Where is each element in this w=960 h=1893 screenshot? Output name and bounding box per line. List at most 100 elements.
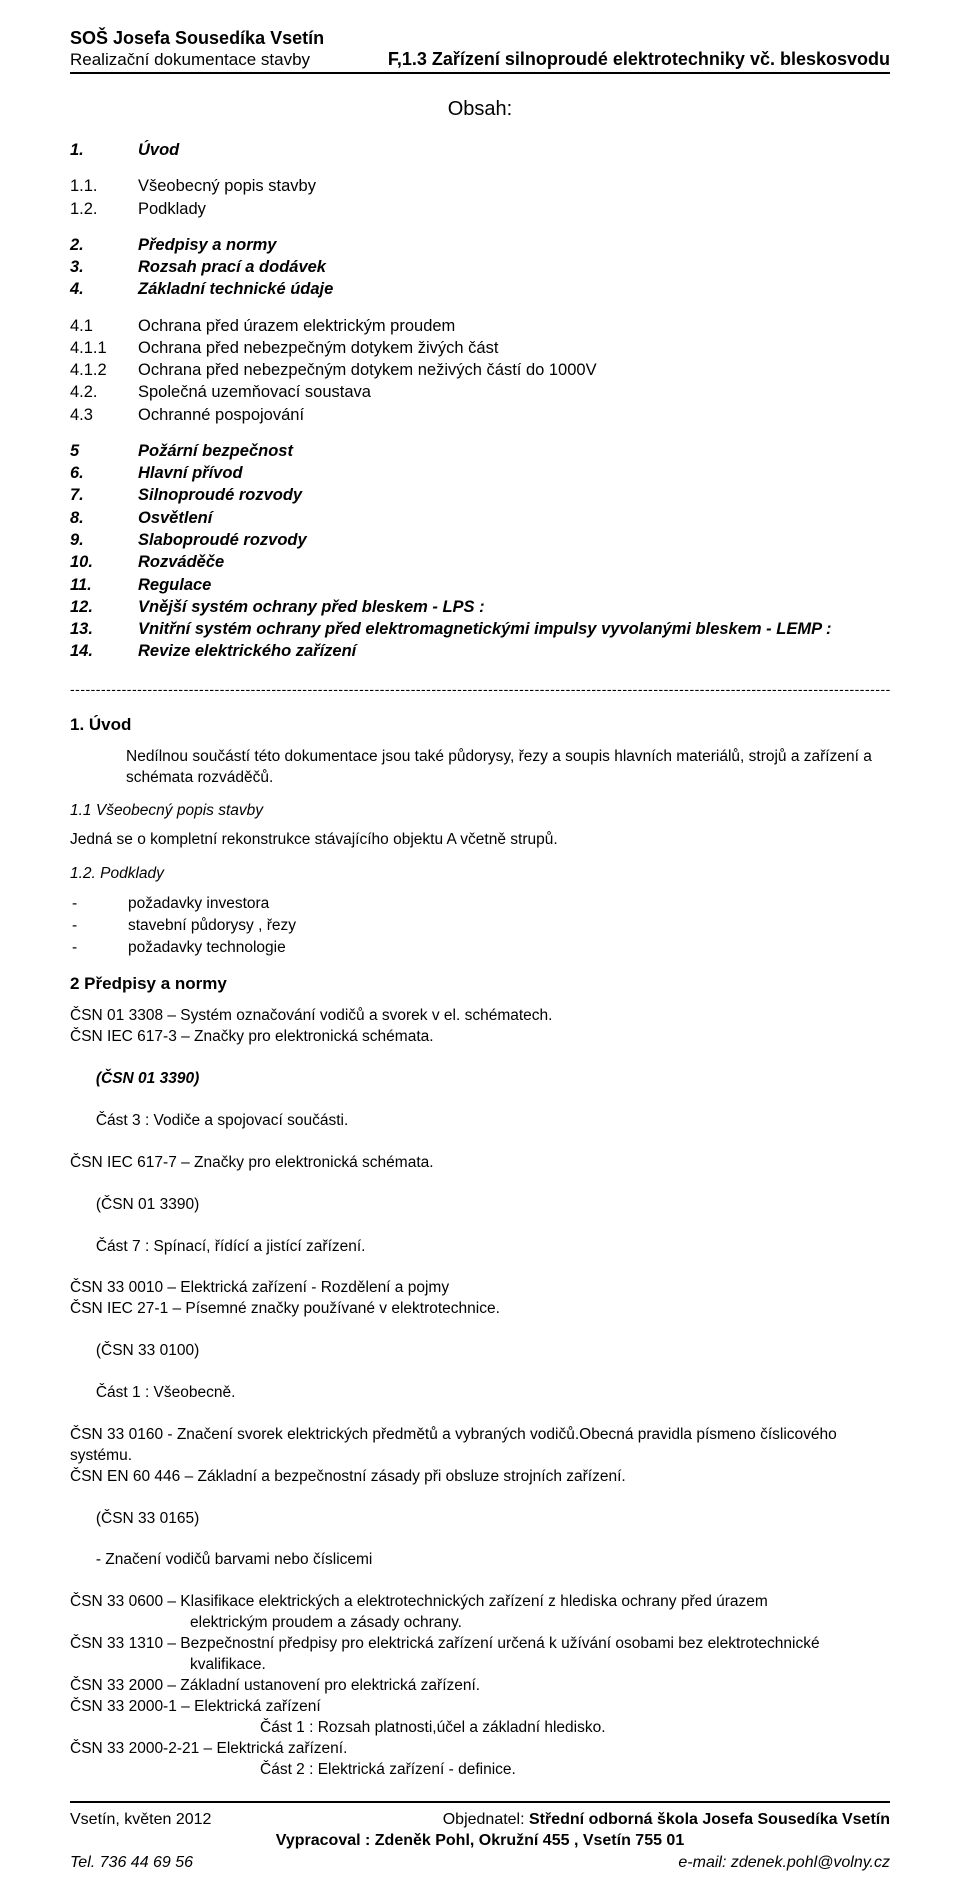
csn-line: ČSN 33 1310 – Bezpečnostní předpisy pro … xyxy=(70,1634,890,1655)
toc-num: 10. xyxy=(70,551,138,573)
toc-13: 13. Vnitřní systém ochrany před elektrom… xyxy=(70,618,890,640)
bullet-text: požadavky technologie xyxy=(128,937,286,959)
toc-block-1: 1. Úvod xyxy=(70,139,890,161)
toc-txt: Rozsah prací a dodávek xyxy=(138,256,890,278)
toc-txt: Slaboproudé rozvody xyxy=(138,529,890,551)
toc-num: 4.2. xyxy=(70,381,138,403)
podklady-list: - požadavky investora - stavební půdorys… xyxy=(70,893,890,958)
toc-txt: Ochrana před úrazem elektrickým proudem xyxy=(138,315,890,337)
bullet-text: požadavky investora xyxy=(128,893,269,915)
toc-num: 4. xyxy=(70,278,138,300)
bullet-item: - požadavky technologie xyxy=(70,937,890,959)
toc-txt: Všeobecný popis stavby xyxy=(138,175,890,197)
csn-line-indent: Část 1 : Rozsah platnosti,účel a základn… xyxy=(70,1718,890,1739)
toc-block-5-14: 5 Požární bezpečnost 6. Hlavní přívod 7.… xyxy=(70,440,890,663)
toc-num: 8. xyxy=(70,507,138,529)
toc-txt: Ochranné pospojování xyxy=(138,404,890,426)
csn-line: (ČSN 33 0165) - Značení vodičů barvami n… xyxy=(70,1488,890,1593)
toc-block-2-4: 2. Předpisy a normy 3. Rozsah prací a do… xyxy=(70,234,890,301)
toc-4-3: 4.3 Ochranné pospojování xyxy=(70,404,890,426)
csn-part: Část 3 : Vodiče a spojovací součásti. xyxy=(96,1112,348,1129)
toc-num: 1. xyxy=(70,139,138,161)
csn-line: ČSN 33 2000 – Základní ustanovení pro el… xyxy=(70,1676,890,1697)
toc-6: 6. Hlavní přívod xyxy=(70,462,890,484)
toc-num: 7. xyxy=(70,484,138,506)
csn-line: ČSN 33 2000-2-21 – Elektrická zařízení. xyxy=(70,1739,890,1760)
toc-txt: Společná uzemňovací soustava xyxy=(138,381,890,403)
toc-num: 9. xyxy=(70,529,138,551)
toc-4: 4. Základní technické údaje xyxy=(70,278,890,300)
toc-block-1-sub: 1.1. Všeobecný popis stavby 1.2. Podklad… xyxy=(70,175,890,220)
footer-row-3: Tel. 736 44 69 56 e-mail: zdenek.pohl@vo… xyxy=(70,1852,890,1874)
toc-txt: Ochrana před nebezpečným dotykem živých … xyxy=(138,337,890,359)
heading-1-2: 1.2. Podklady xyxy=(70,865,890,883)
csn-line: (ČSN 01 3390) Část 7 : Spínací, řídící a… xyxy=(70,1174,890,1279)
header-row-1: SOŠ Josefa Sousedíka Vsetín xyxy=(70,28,890,49)
toc-num: 11. xyxy=(70,574,138,596)
toc-txt: Úvod xyxy=(138,139,890,161)
csn-line: ČSN 33 0010 – Elektrická zařízení - Rozd… xyxy=(70,1278,890,1299)
toc-num: 1.2. xyxy=(70,198,138,220)
toc-txt: Ochrana před nebezpečným dotykem neživýc… xyxy=(138,359,890,381)
csn-line: ČSN 33 0600 – Klasifikace elektrických a… xyxy=(70,1592,890,1613)
toc-5: 5 Požární bezpečnost xyxy=(70,440,890,462)
csn-list: ČSN 01 3308 – Systém označování vodičů a… xyxy=(70,1006,890,1780)
toc-1-2: 1.2. Podklady xyxy=(70,198,890,220)
toc-txt: Vnitřní systém ochrany před elektromagne… xyxy=(138,618,890,640)
bullet-dash: - xyxy=(70,937,128,959)
toc-4-1: 4.1 Ochrana před úrazem elektrickým prou… xyxy=(70,315,890,337)
separator-dashes: ----------------------------------------… xyxy=(70,681,890,697)
toc-num: 14. xyxy=(70,640,138,662)
footer-email-wrap: e-mail: zdenek.pohl@volny.cz xyxy=(678,1852,890,1874)
csn-ref: (ČSN 33 0165) xyxy=(96,1510,199,1527)
csn-line-indent: Část 2 : Elektrická zařízení - definice. xyxy=(70,1760,890,1781)
bullet-text: stavební půdorysy , řezy xyxy=(128,915,296,937)
csn-line-indent: elektrickým proudem a zásady ochrany. xyxy=(70,1613,890,1634)
toc-num: 2. xyxy=(70,234,138,256)
heading-1-1: 1.1 Všeobecný popis stavby xyxy=(70,802,890,820)
popis-paragraph: Jedná se o kompletní rekonstrukce stávaj… xyxy=(70,830,890,851)
footer-row-2: Vypracoval : Zdeněk Pohl, Okružní 455 , … xyxy=(70,1830,890,1852)
toc-11: 11. Regulace xyxy=(70,574,890,596)
csn-line: ČSN IEC 27-1 – Písemné značky používané … xyxy=(70,1299,890,1320)
bullet-dash: - xyxy=(70,893,128,915)
footer-left-date: Vsetín, květen 2012 xyxy=(70,1809,211,1831)
toc-txt: Vnější systém ochrany před bleskem - LPS… xyxy=(138,596,890,618)
toc-num: 12. xyxy=(70,596,138,618)
toc-num: 3. xyxy=(70,256,138,278)
bullet-item: - požadavky investora xyxy=(70,893,890,915)
page-header: SOŠ Josefa Sousedíka Vsetín Realizační d… xyxy=(70,28,890,74)
toc-txt: Hlavní přívod xyxy=(138,462,890,484)
toc-num: 6. xyxy=(70,462,138,484)
toc-num: 5 xyxy=(70,440,138,462)
toc-9: 9. Slaboproudé rozvody xyxy=(70,529,890,551)
page: SOŠ Josefa Sousedíka Vsetín Realizační d… xyxy=(0,0,960,1893)
csn-line: ČSN IEC 617-3 – Značky pro elektronická … xyxy=(70,1027,890,1048)
footer-client: Střední odborná škola Josefa Sousedíka V… xyxy=(529,1811,890,1828)
toc-txt: Rozváděče xyxy=(138,551,890,573)
toc-10: 10. Rozváděče xyxy=(70,551,890,573)
bullet-dash: - xyxy=(70,915,128,937)
toc-12: 12. Vnější systém ochrany před bleskem -… xyxy=(70,596,890,618)
csn-line: (ČSN 01 3390) Část 3 : Vodiče a spojovac… xyxy=(70,1048,890,1153)
csn-line: ČSN 01 3308 – Systém označování vodičů a… xyxy=(70,1006,890,1027)
page-footer: Vsetín, květen 2012 Objednatel: Střední … xyxy=(70,1801,890,1874)
bullet-item: - stavební půdorysy , řezy xyxy=(70,915,890,937)
toc-3: 3. Rozsah prací a dodávek xyxy=(70,256,890,278)
csn-line: ČSN 33 2000-1 – Elektrická zařízení xyxy=(70,1697,890,1718)
toc-txt: Osvětlení xyxy=(138,507,890,529)
csn-part: - Značení vodičů barvami nebo číslicemi xyxy=(96,1551,373,1568)
toc-txt: Požární bezpečnost xyxy=(138,440,890,462)
toc-num: 4.1.2 xyxy=(70,359,138,381)
csn-part: Část 1 : Všeobecně. xyxy=(96,1384,236,1401)
toc-txt: Základní technické údaje xyxy=(138,278,890,300)
toc-1: 1. Úvod xyxy=(70,139,890,161)
toc-num: 4.1.1 xyxy=(70,337,138,359)
csn-part: Část 7 : Spínací, řídící a jistící zaříz… xyxy=(96,1238,366,1255)
toc-4-2: 4.2. Společná uzemňovací soustava xyxy=(70,381,890,403)
csn-ref: (ČSN 01 3390) xyxy=(96,1070,199,1087)
header-doc-title: F,1.3 Zařízení silnoproudé elektrotechni… xyxy=(388,49,890,70)
header-row-2: Realizační dokumentace stavby F,1.3 Zaří… xyxy=(70,49,890,70)
csn-ref: (ČSN 01 3390) xyxy=(96,1196,199,1213)
toc-4-1-1: 4.1.1 Ochrana před nebezpečným dotykem ž… xyxy=(70,337,890,359)
